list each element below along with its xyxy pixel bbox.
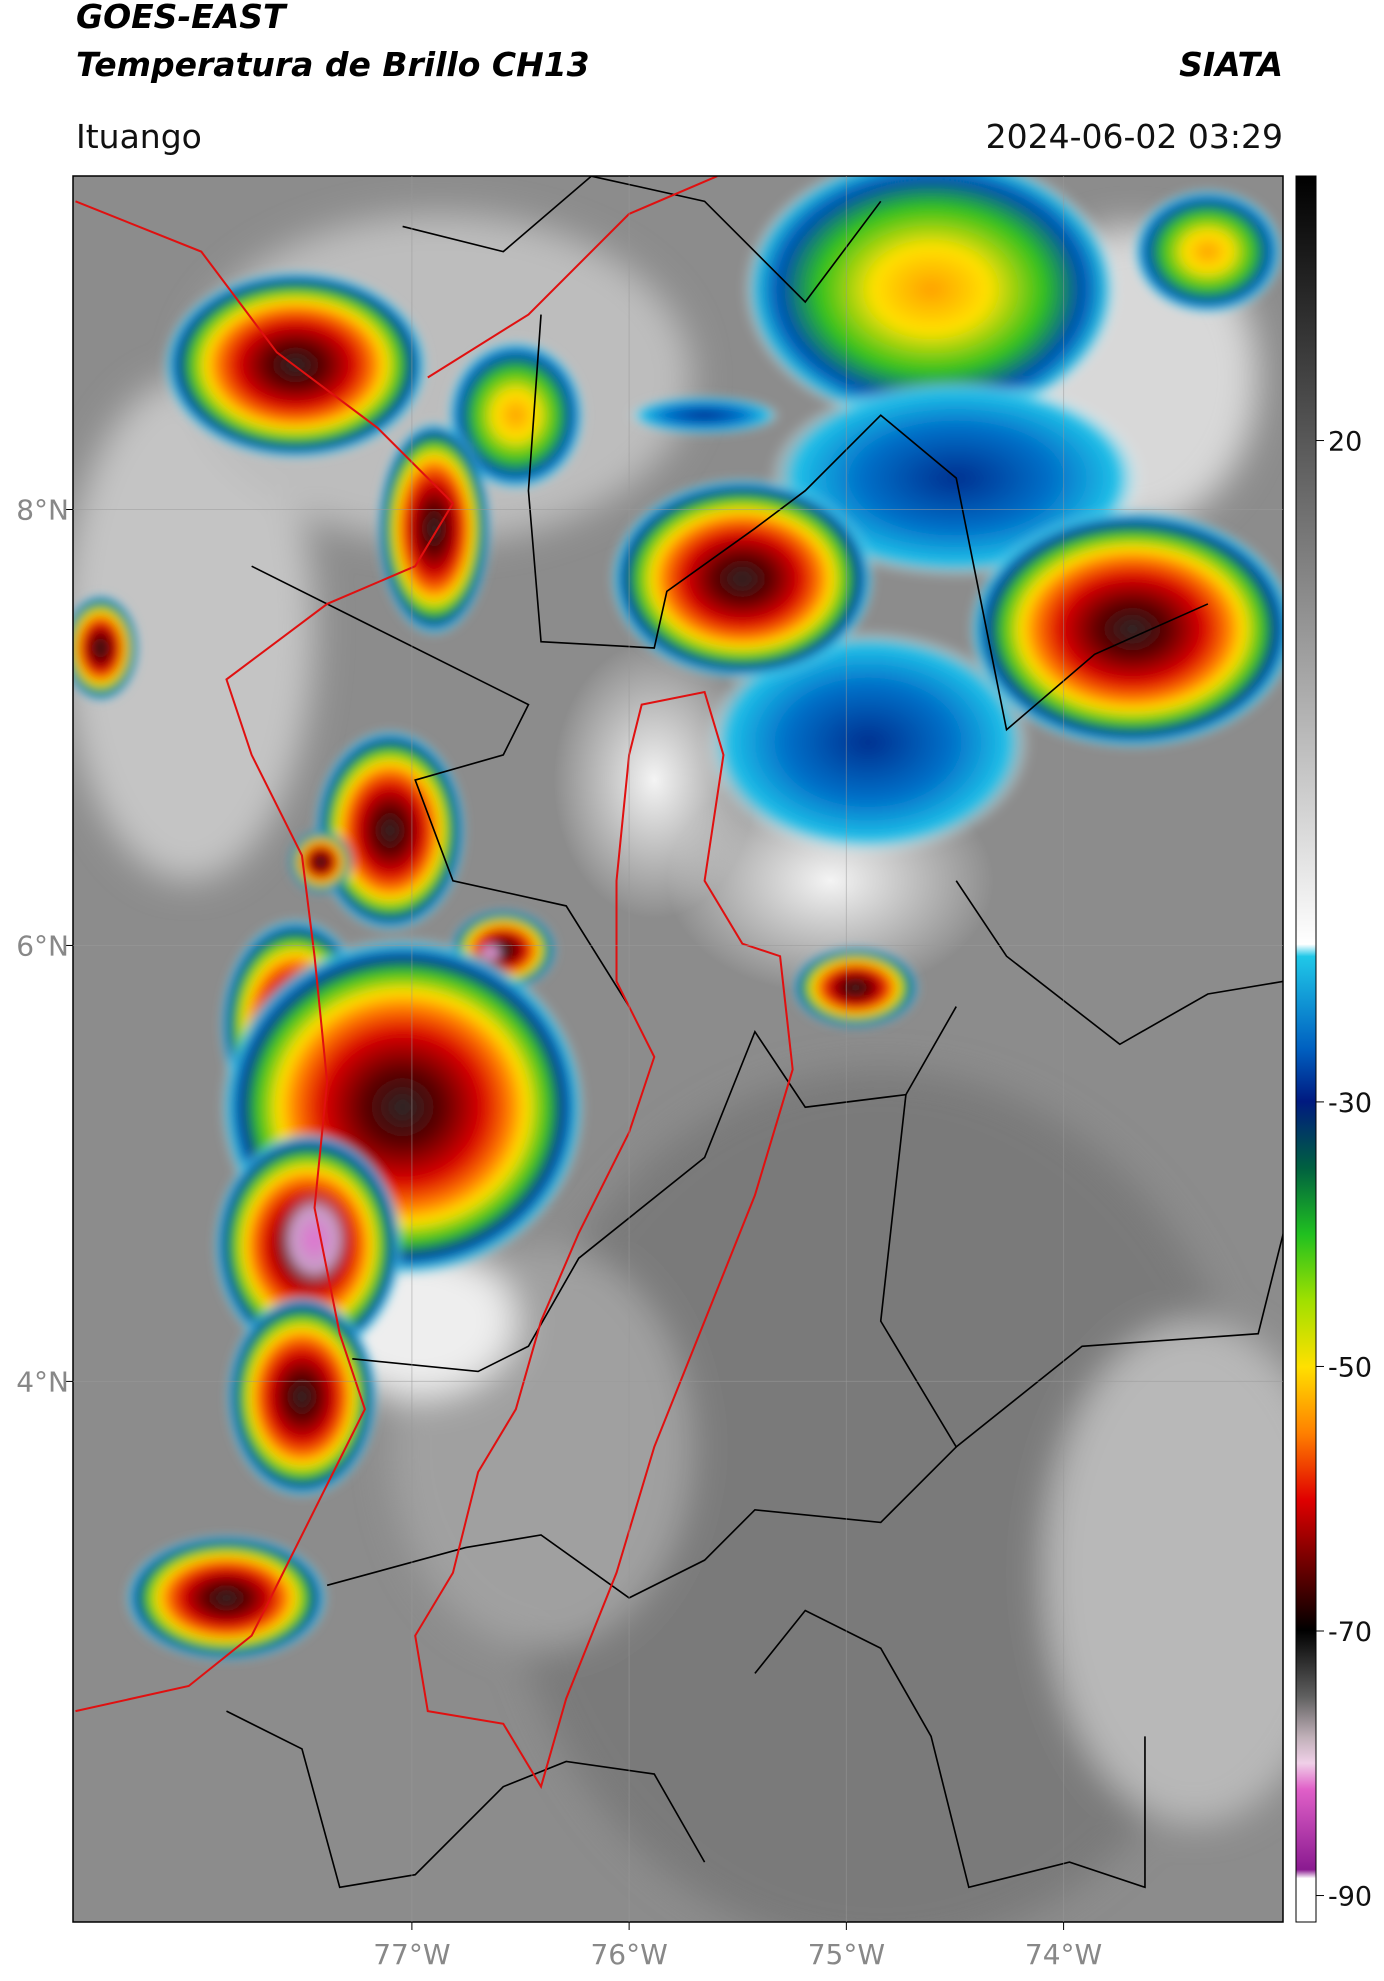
x-tick-label: 74°W (1025, 1938, 1102, 1971)
satellite-image (73, 176, 1283, 1922)
colorbar-tick-label: -30 (1328, 1088, 1372, 1119)
title: GOES-EAST (76, 0, 288, 36)
colorbar-tick-label: -90 (1328, 1882, 1372, 1913)
map-frame (72, 175, 1284, 1923)
y-tick-label: 4°N (16, 1365, 69, 1398)
x-tick-label: 75°W (808, 1938, 885, 1971)
subtitle: Temperatura de Brillo CH13 (76, 45, 590, 84)
colorbar-tick-label: -70 (1328, 1617, 1372, 1648)
y-tick-label: 6°N (16, 929, 69, 962)
datetime: 2024-06-02 03:29 (986, 117, 1283, 156)
colorbar-tick-label: 20 (1328, 427, 1362, 458)
location: Ituango (76, 117, 202, 156)
x-tick-label: 77°W (373, 1938, 450, 1971)
x-tick-label: 76°W (590, 1938, 667, 1971)
y-tick-label: 8°N (16, 494, 69, 527)
colorbar-tick-label: -50 (1328, 1352, 1372, 1383)
agency: SIATA (1179, 45, 1283, 84)
colorbar (1295, 175, 1317, 1923)
